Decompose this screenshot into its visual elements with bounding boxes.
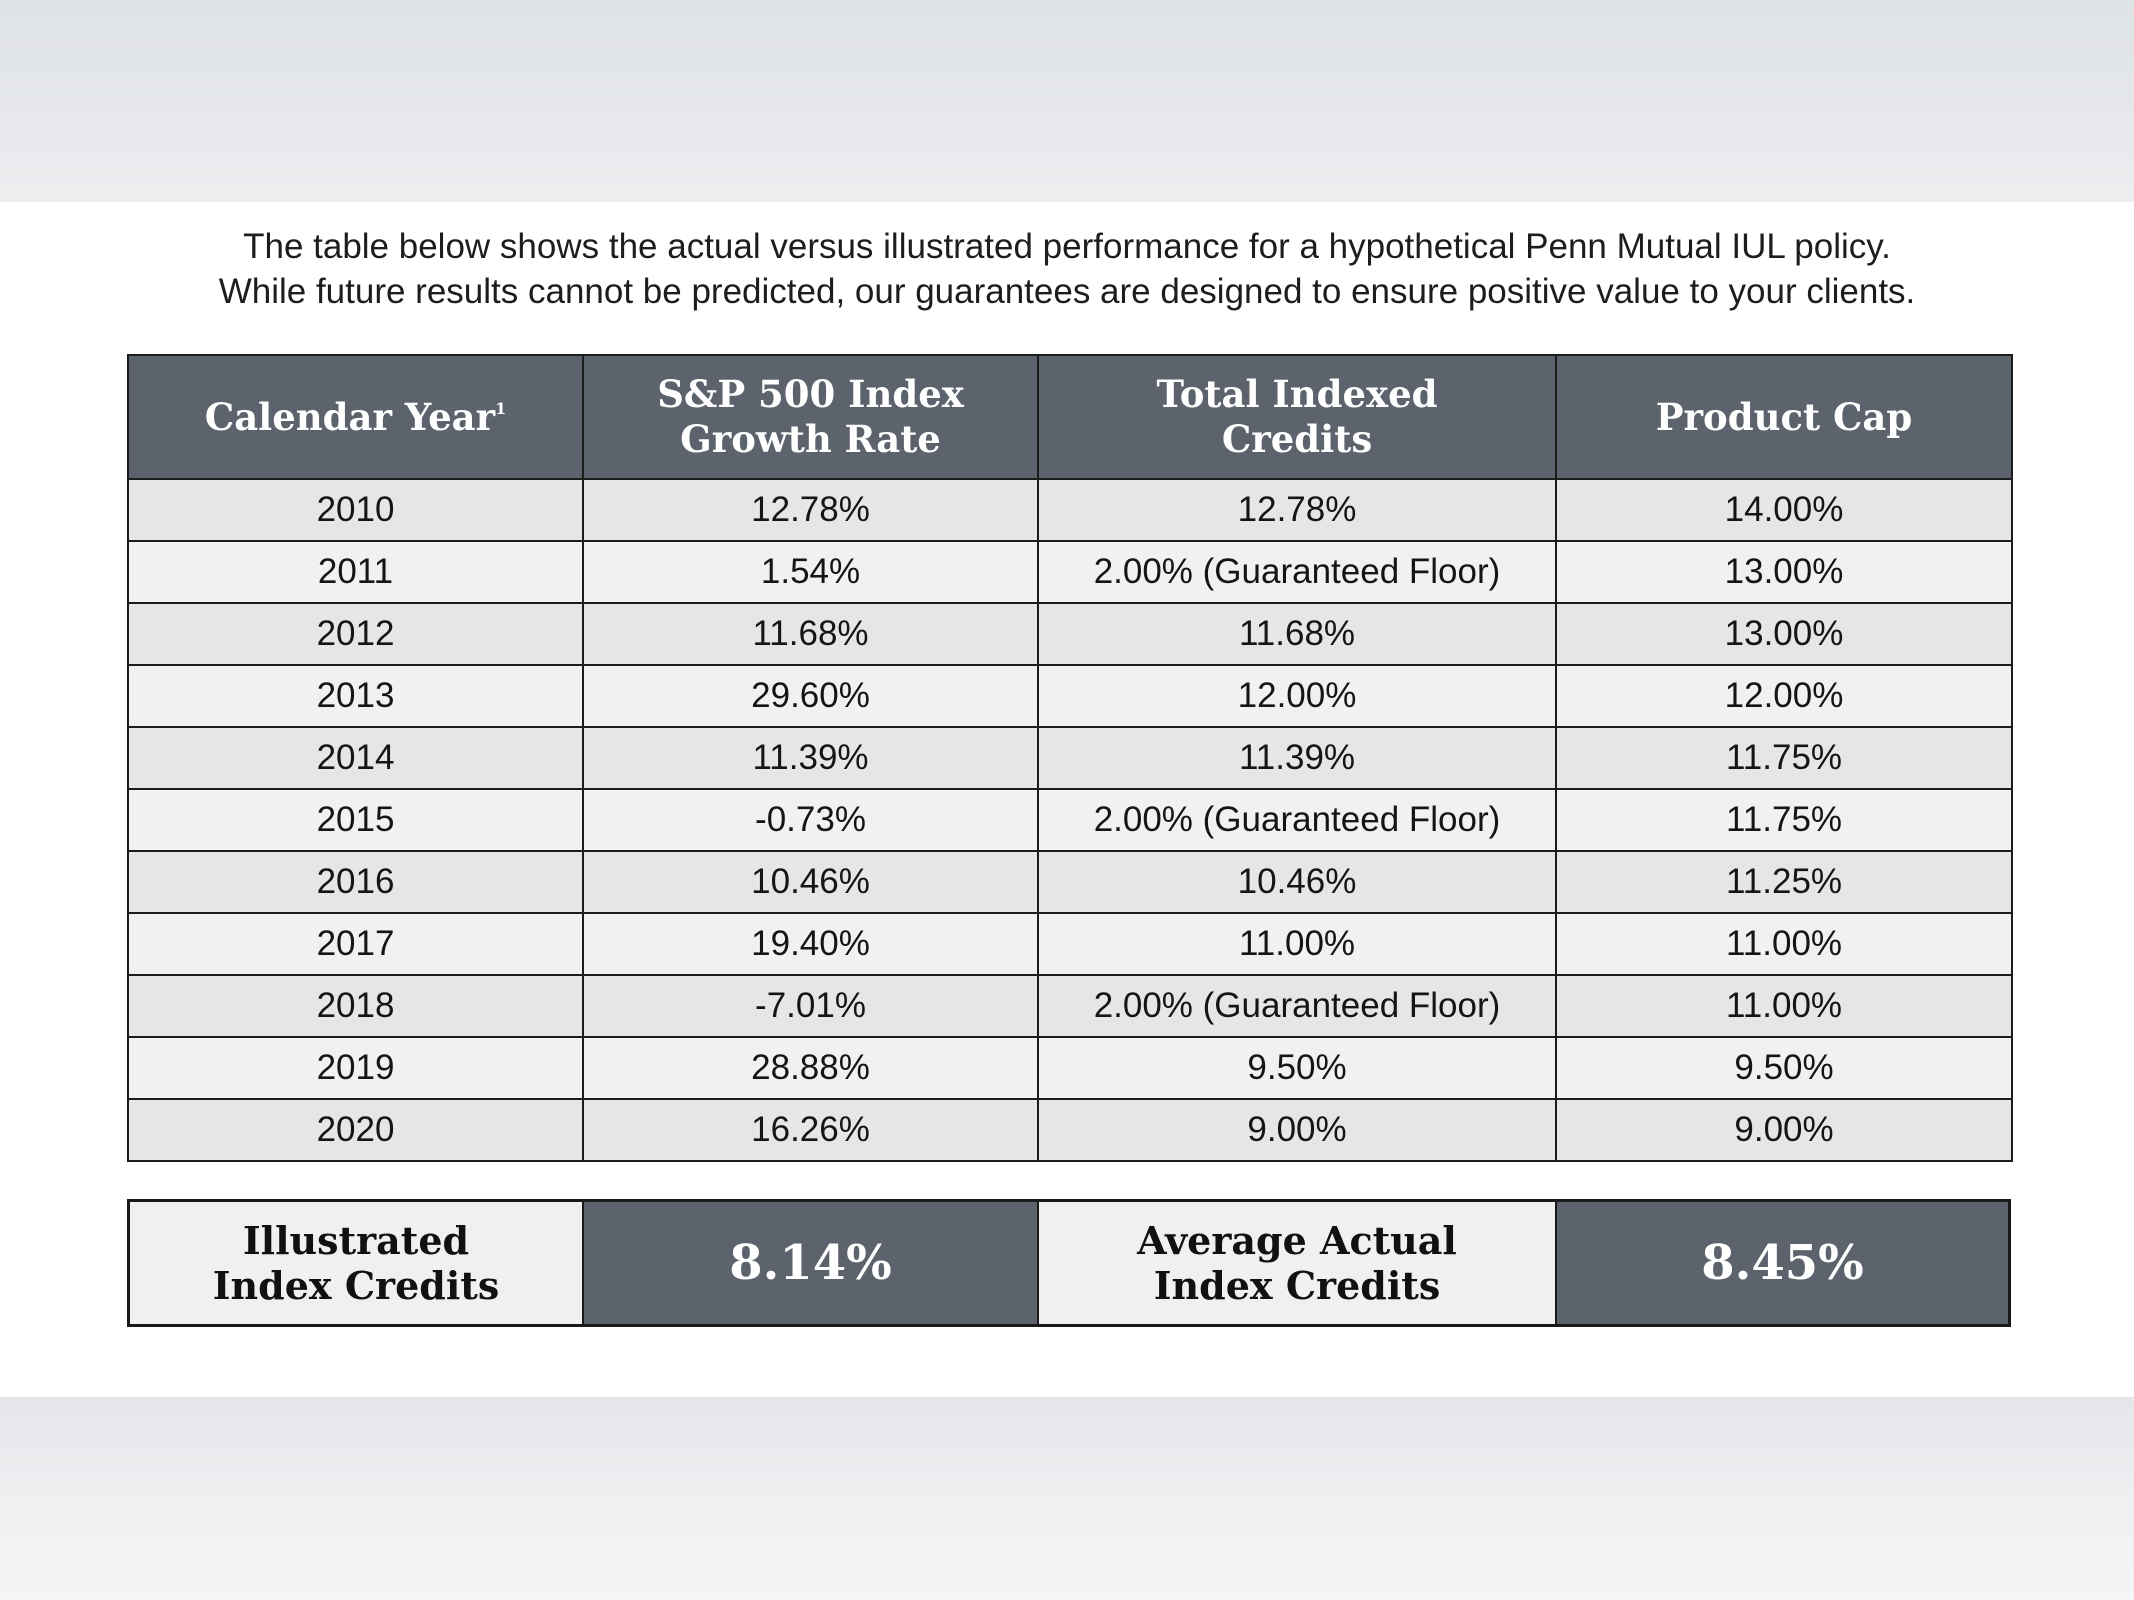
intro-line-1: The table below shows the actual versus … [243,227,1891,266]
table-row: 2018 -7.01% 2.00% (Guaranteed Floor) 11.00% [127,974,2013,1038]
average-actual-index-credits-value: 8.45% [1557,1202,2008,1324]
cell-product-cap: 13.00% [1555,602,2013,666]
top-background-band [0,0,2134,202]
table-row: 2011 1.54% 2.00% (Guaranteed Floor) 13.00% [127,540,2013,604]
cell-product-cap: 11.00% [1555,912,2013,976]
cell-total-indexed-credits: 12.00% [1037,664,1557,728]
cell-sp500-growth: 10.46% [582,850,1039,914]
cell-total-indexed-credits: 9.50% [1037,1036,1557,1100]
cell-sp500-growth: 11.39% [582,726,1039,790]
cell-calendar-year: 2018 [127,974,584,1038]
header-product-cap: Product Cap [1555,354,2013,480]
cell-total-indexed-credits: 11.39% [1037,726,1557,790]
cell-total-indexed-credits: 2.00% (Guaranteed Floor) [1037,974,1557,1038]
table-row: 2019 28.88% 9.50% 9.50% [127,1036,2013,1100]
cell-calendar-year: 2015 [127,788,584,852]
cell-total-indexed-credits: 9.00% [1037,1098,1557,1162]
table-row: 2013 29.60% 12.00% 12.00% [127,664,2013,728]
header-sp500-growth: S&P 500 Index Growth Rate [582,354,1039,480]
cell-product-cap: 12.00% [1555,664,2013,728]
cell-sp500-growth: 28.88% [582,1036,1039,1100]
cell-sp500-growth: 1.54% [582,540,1039,604]
intro-line-2: While future results cannot be predicted… [218,272,1916,311]
cell-product-cap: 9.50% [1555,1036,2013,1100]
cell-total-indexed-credits: 2.00% (Guaranteed Floor) [1037,788,1557,852]
cell-sp500-growth: 16.26% [582,1098,1039,1162]
cell-product-cap: 9.00% [1555,1098,2013,1162]
illustrated-index-credits-value: 8.14% [584,1202,1039,1324]
cell-total-indexed-credits: 12.78% [1037,478,1557,542]
performance-table: Calendar Year1 S&P 500 Index Growth Rate… [127,354,2013,1162]
cell-product-cap: 14.00% [1555,478,2013,542]
footnote-marker: 1 [495,398,507,418]
average-actual-index-credits-label: Average Actual Index Credits [1039,1202,1557,1324]
slide-content: The table below shows the actual versus … [0,202,2134,1397]
cell-calendar-year: 2020 [127,1098,584,1162]
cell-product-cap: 11.00% [1555,974,2013,1038]
cell-calendar-year: 2013 [127,664,584,728]
cell-sp500-growth: 29.60% [582,664,1039,728]
cell-calendar-year: 2016 [127,850,584,914]
cell-calendar-year: 2019 [127,1036,584,1100]
cell-product-cap: 11.75% [1555,726,2013,790]
cell-calendar-year: 2010 [127,478,584,542]
table-row: 2015 -0.73% 2.00% (Guaranteed Floor) 11.75% [127,788,2013,852]
bottom-background-band [0,1397,2134,1600]
cell-sp500-growth: 12.78% [582,478,1039,542]
summary-bar: Illustrated Index Credits 8.14% Average … [127,1199,2011,1327]
cell-sp500-growth: 19.40% [582,912,1039,976]
cell-product-cap: 11.25% [1555,850,2013,914]
table-row: 2017 19.40% 11.00% 11.00% [127,912,2013,976]
table-row: 2012 11.68% 11.68% 13.00% [127,602,2013,666]
table-row: 2020 16.26% 9.00% 9.00% [127,1098,2013,1162]
intro-text: The table below shows the actual versus … [0,224,2134,314]
cell-calendar-year: 2011 [127,540,584,604]
cell-total-indexed-credits: 11.00% [1037,912,1557,976]
cell-calendar-year: 2014 [127,726,584,790]
cell-sp500-growth: 11.68% [582,602,1039,666]
table-row: 2016 10.46% 10.46% 11.25% [127,850,2013,914]
cell-total-indexed-credits: 10.46% [1037,850,1557,914]
cell-total-indexed-credits: 2.00% (Guaranteed Floor) [1037,540,1557,604]
table-body: 2010 12.78% 12.78% 14.00% 2011 1.54% 2.00% (Gu… [127,478,2013,1162]
header-total-indexed-credits: Total Indexed Credits [1037,354,1557,480]
cell-total-indexed-credits: 11.68% [1037,602,1557,666]
illustrated-index-credits-label: Illustrated Index Credits [130,1202,584,1324]
cell-calendar-year: 2012 [127,602,584,666]
table-header-row: Calendar Year1 S&P 500 Index Growth Rate… [127,354,2013,480]
header-calendar-year-label: Calendar Year [204,394,496,439]
cell-calendar-year: 2017 [127,912,584,976]
cell-product-cap: 11.75% [1555,788,2013,852]
cell-sp500-growth: -7.01% [582,974,1039,1038]
cell-product-cap: 13.00% [1555,540,2013,604]
table-row: 2014 11.39% 11.39% 11.75% [127,726,2013,790]
cell-sp500-growth: -0.73% [582,788,1039,852]
header-calendar-year: Calendar Year1 [127,354,584,480]
table-row: 2010 12.78% 12.78% 14.00% [127,478,2013,542]
